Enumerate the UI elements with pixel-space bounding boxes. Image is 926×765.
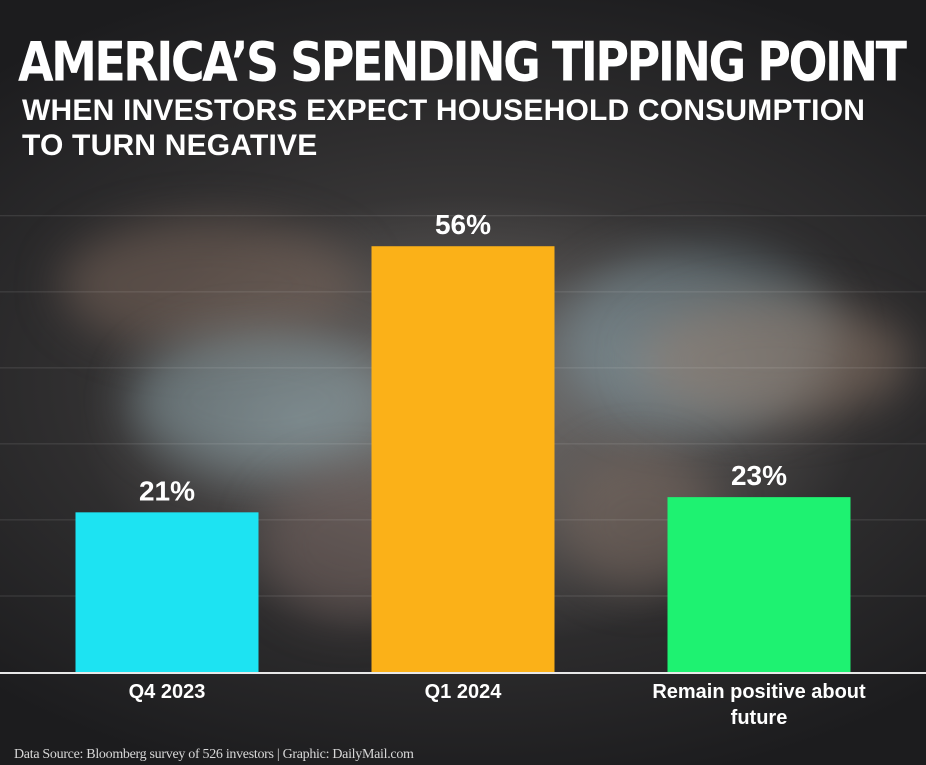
- chart-title: AMERICA’S SPENDING TIPPING POINT: [18, 30, 907, 94]
- category-label-1: Q4 2023: [129, 681, 206, 703]
- bar-2: [371, 246, 555, 672]
- source-note: Data Source: Bloomberg survey of 526 inv…: [14, 747, 414, 762]
- bar-3: [667, 497, 851, 672]
- data-label-2: 56%: [435, 209, 491, 240]
- category-label-2: Q1 2024: [425, 681, 503, 703]
- bar-1: [75, 512, 259, 672]
- data-label-1: 21%: [139, 475, 195, 506]
- chart-subtitle: WHEN INVESTORS EXPECT HOUSEHOLD CONSUMPT…: [22, 94, 866, 162]
- category-label-3: Remain positive about future: [652, 681, 866, 729]
- data-label-3: 23%: [731, 460, 787, 491]
